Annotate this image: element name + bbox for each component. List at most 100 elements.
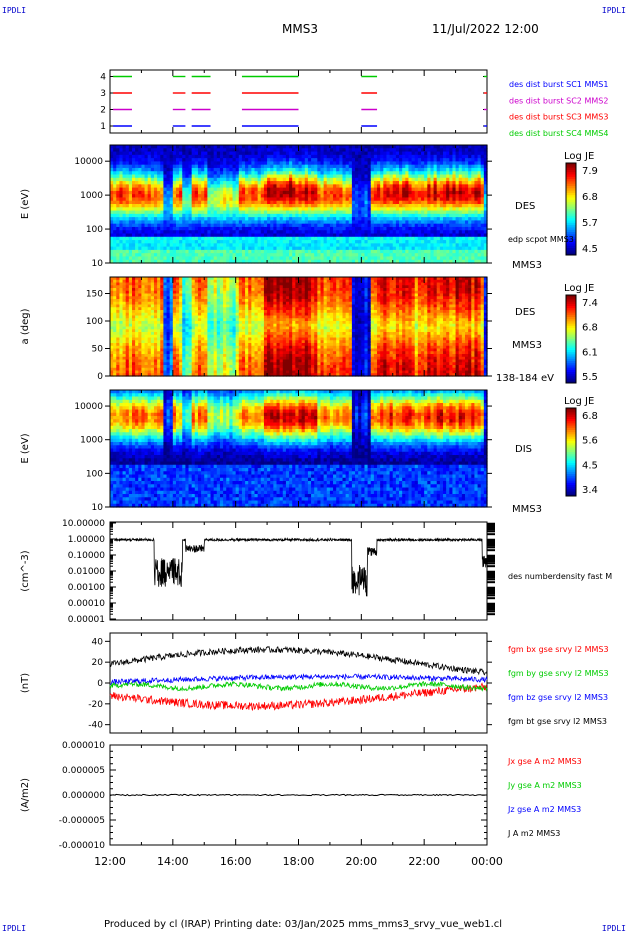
heatmap-cell (392, 223, 397, 228)
heatmap-cell (436, 220, 441, 225)
heatmap-cell (392, 187, 397, 192)
heatmap-cell (131, 243, 136, 248)
heatmap-cell (364, 174, 369, 179)
heatmap-cell (317, 259, 322, 264)
heatmap-cell (216, 240, 221, 244)
heatmap-cell (232, 184, 237, 189)
heatmap-cell (304, 200, 309, 205)
heatmap-cell (122, 259, 127, 264)
heatmap-cell (314, 249, 318, 254)
heatmap-cell (439, 246, 444, 251)
heatmap-cell (270, 200, 274, 205)
heatmap-cell (113, 187, 117, 192)
heatmap-cell (110, 181, 114, 185)
heatmap-cell (223, 171, 227, 176)
heatmap-cell (433, 167, 438, 172)
heatmap-cell (238, 236, 243, 241)
heatmap-cell (257, 167, 262, 172)
heatmap-cell (175, 243, 180, 248)
heatmap-cell (201, 177, 205, 182)
heatmap-cell (241, 213, 246, 218)
heatmap-cell (355, 230, 359, 235)
heatmap-cell (144, 230, 149, 235)
heatmap-cell (197, 158, 202, 162)
heatmap-cell (446, 164, 450, 169)
heatmap-cell (301, 259, 306, 264)
heatmap-cell (201, 233, 205, 238)
heatmap-cell (355, 204, 359, 208)
heatmap-cell (389, 154, 394, 159)
heatmap-cell (339, 240, 344, 244)
heatmap-cell (386, 249, 391, 254)
heatmap-cell (122, 197, 127, 202)
heatmap-cell (345, 204, 350, 208)
heatmap-cell (348, 256, 353, 261)
heatmap-cell (383, 181, 388, 185)
heatmap-cell (238, 220, 243, 225)
heatmap-cell (169, 145, 174, 149)
heatmap-cell (399, 243, 403, 248)
heatmap-cell (298, 164, 303, 169)
heatmap-cell (317, 230, 322, 235)
heatmap-cell (251, 200, 256, 205)
heatmap-cell (110, 213, 114, 218)
heatmap-cell (373, 246, 378, 251)
heatmap-cell (226, 253, 230, 258)
heatmap-cell (430, 240, 435, 244)
heatmap-cell (194, 259, 199, 264)
heatmap-cell (116, 197, 121, 202)
heatmap-cell (188, 223, 193, 228)
heatmap-cell (370, 259, 375, 264)
heatmap-cell (153, 200, 158, 205)
heatmap-cell (449, 213, 454, 218)
heatmap-cell (399, 148, 403, 153)
heatmap-cell (345, 187, 350, 192)
heatmap-cell (194, 177, 199, 182)
heatmap-cell (395, 151, 400, 156)
heatmap-cell (295, 217, 300, 221)
heatmap-cell (351, 174, 356, 179)
heatmap-cell (138, 249, 143, 254)
heatmap-cell (449, 197, 454, 202)
heatmap-cell (417, 256, 422, 261)
heatmap-cell (216, 226, 221, 231)
heatmap-cell (131, 181, 136, 185)
heatmap-cell (188, 217, 193, 221)
heatmap-cell (216, 233, 221, 238)
heatmap-cell (389, 233, 394, 238)
heatmap-cell (263, 213, 268, 218)
heatmap-cell (389, 164, 394, 169)
heatmap-cell (282, 226, 287, 231)
heatmap-cell (339, 158, 344, 162)
heatmap-cell (292, 259, 296, 264)
heatmap-cell (386, 210, 391, 215)
heatmap-cell (414, 259, 419, 264)
heatmap-cell (430, 181, 435, 185)
heatmap-cell (279, 259, 284, 264)
heatmap-cell (417, 171, 422, 176)
heatmap-cell (339, 177, 344, 182)
heatmap-cell (298, 246, 303, 251)
heatmap-cell (355, 223, 359, 228)
heatmap-cell (144, 204, 149, 208)
heatmap-cell (367, 181, 372, 185)
heatmap-cell (282, 230, 287, 235)
heatmap-cell (257, 171, 262, 176)
heatmap-cell (295, 171, 300, 176)
heatmap-cell (339, 184, 344, 189)
heatmap-cell (342, 233, 347, 238)
heatmap-cell (185, 210, 190, 215)
heatmap-cell (172, 259, 177, 264)
heatmap-cell (443, 148, 447, 153)
heatmap-cell (329, 213, 334, 218)
heatmap-cell (292, 256, 296, 261)
heatmap-cell (417, 223, 422, 228)
heatmap-cell (424, 161, 428, 166)
heatmap-cell (113, 148, 117, 153)
heatmap-cell (421, 213, 425, 218)
heatmap-cell (160, 230, 165, 235)
heatmap-cell (433, 151, 438, 156)
heatmap-cell (329, 223, 334, 228)
heatmap-cell (446, 161, 450, 166)
heatmap-cell (364, 194, 369, 199)
